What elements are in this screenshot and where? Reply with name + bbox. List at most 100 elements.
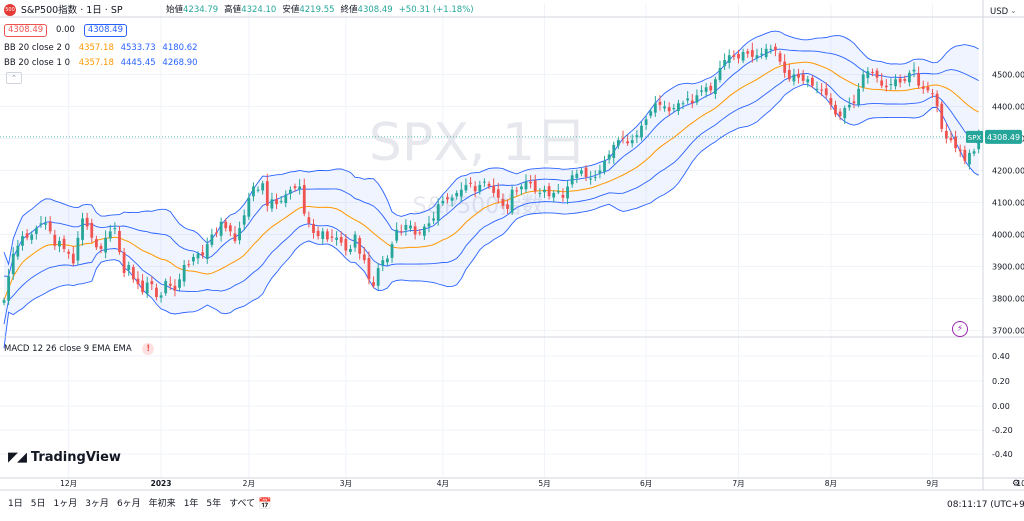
candle [191, 256, 195, 262]
candle [16, 245, 20, 257]
candle [219, 221, 223, 236]
candle [907, 72, 911, 83]
candle [450, 197, 454, 201]
candle [561, 194, 565, 198]
bb-upper-2sd-line [3, 30, 979, 266]
timeframe-button[interactable]: 1日 [8, 499, 23, 509]
candle [931, 93, 934, 95]
ohlc-label: 高値 [224, 5, 242, 15]
candle [81, 218, 84, 240]
candle [746, 51, 750, 54]
candle [409, 225, 412, 229]
timeframe-button[interactable]: 5日 [30, 499, 46, 509]
tradingview-logo[interactable]: ◤◢ TradingView [8, 451, 121, 465]
candle [21, 236, 24, 246]
candle [954, 136, 957, 149]
candle [30, 234, 34, 240]
candle [155, 287, 158, 297]
candle [321, 231, 325, 239]
candle [658, 101, 662, 105]
timeframe-button[interactable]: すべて [229, 499, 256, 509]
candle [344, 239, 348, 251]
candle [852, 101, 856, 104]
candle [127, 264, 131, 271]
candle [487, 183, 491, 187]
candle [173, 285, 177, 291]
candle [700, 90, 703, 92]
candle [510, 189, 514, 213]
sell-price-button[interactable]: 4308.49 [4, 24, 48, 37]
indicator-legend-1[interactable]: BB 20 close 2 0 4357.18 4533.73 4180.62 [4, 42, 198, 54]
candle [737, 54, 740, 59]
candle [302, 185, 306, 214]
indicator-basis: 4357.18 [78, 58, 114, 68]
candle [501, 199, 505, 206]
indicator-lower: 4268.90 [162, 58, 198, 68]
timeframe-button[interactable]: 1年 [183, 499, 199, 509]
collapse-legend-button[interactable]: ⌃ [6, 72, 22, 84]
indicator-legend-2[interactable]: BB 20 close 1 0 4357.18 4445.45 4268.90 [4, 57, 198, 69]
candle [506, 204, 509, 209]
timeframe-button[interactable]: 6ヶ月 [116, 499, 141, 509]
goto-date-icon[interactable]: 📅 [258, 497, 272, 510]
candle [39, 223, 43, 225]
macd-alert-icon[interactable]: ! [142, 343, 155, 355]
candle [48, 221, 52, 232]
settings-gear-icon[interactable]: ⚙ [1012, 479, 1020, 489]
ohlc-value: 4324.10 [241, 5, 277, 15]
candle [330, 236, 334, 238]
candle [972, 151, 976, 154]
candle [612, 144, 616, 159]
x-tick-label: 2月 [243, 479, 255, 488]
candle [949, 137, 953, 141]
candle [71, 253, 75, 264]
macd-label: MACD 12 26 close 9 EMA EMA [4, 344, 132, 354]
bb-lower-2sd-line [3, 84, 979, 349]
candle [432, 218, 436, 221]
candle [829, 98, 833, 105]
candle [284, 194, 288, 204]
currency-dropdown-icon[interactable]: ⌄ [1010, 6, 1017, 15]
symbol-title[interactable]: S&P500指数 · 1日 · SP [20, 4, 123, 16]
candle [395, 229, 399, 241]
candle [912, 69, 916, 72]
candle [677, 103, 680, 111]
macd-legend[interactable]: MACD 12 26 close 9 EMA EMA ! [4, 343, 155, 355]
lightning-icon[interactable]: ⚡ [952, 321, 968, 337]
candle [390, 244, 394, 258]
candle [889, 84, 893, 86]
currency-label[interactable]: USD [990, 7, 1009, 17]
candle [774, 46, 777, 51]
chart-header: 500 S&P500指数 · 1日 · SP [4, 4, 123, 17]
timeframe-button[interactable]: 3ヶ月 [85, 499, 109, 509]
indicator-label: BB 20 close 2 0 [4, 43, 70, 53]
timeframe-button[interactable]: 5年 [206, 499, 222, 509]
candle [940, 103, 944, 129]
candle [201, 252, 205, 256]
clock[interactable]: 08:11:17 (UTC+9) [947, 500, 1024, 510]
candle [640, 125, 643, 138]
candle [256, 189, 260, 191]
last-price-tag [985, 129, 1022, 144]
candle [238, 228, 241, 241]
x-tick-label: 12月 [60, 479, 77, 488]
candle [787, 70, 791, 80]
candle [11, 253, 15, 275]
buy-price-button[interactable]: 4308.49 [83, 24, 127, 37]
candle [205, 244, 209, 259]
candle [598, 170, 602, 174]
candle [265, 181, 269, 206]
timeframe-button[interactable]: 1ヶ月 [53, 499, 78, 509]
candle [552, 192, 556, 198]
candle [413, 226, 417, 235]
timeframe-button[interactable]: 年初来 [148, 499, 176, 509]
candle [958, 149, 962, 152]
candle [307, 217, 311, 224]
candle [141, 280, 144, 293]
ohlc-value: 4219.55 [299, 5, 335, 15]
candle [242, 215, 246, 225]
ohlc-value: 4308.49 [357, 5, 393, 15]
candle [316, 230, 320, 237]
